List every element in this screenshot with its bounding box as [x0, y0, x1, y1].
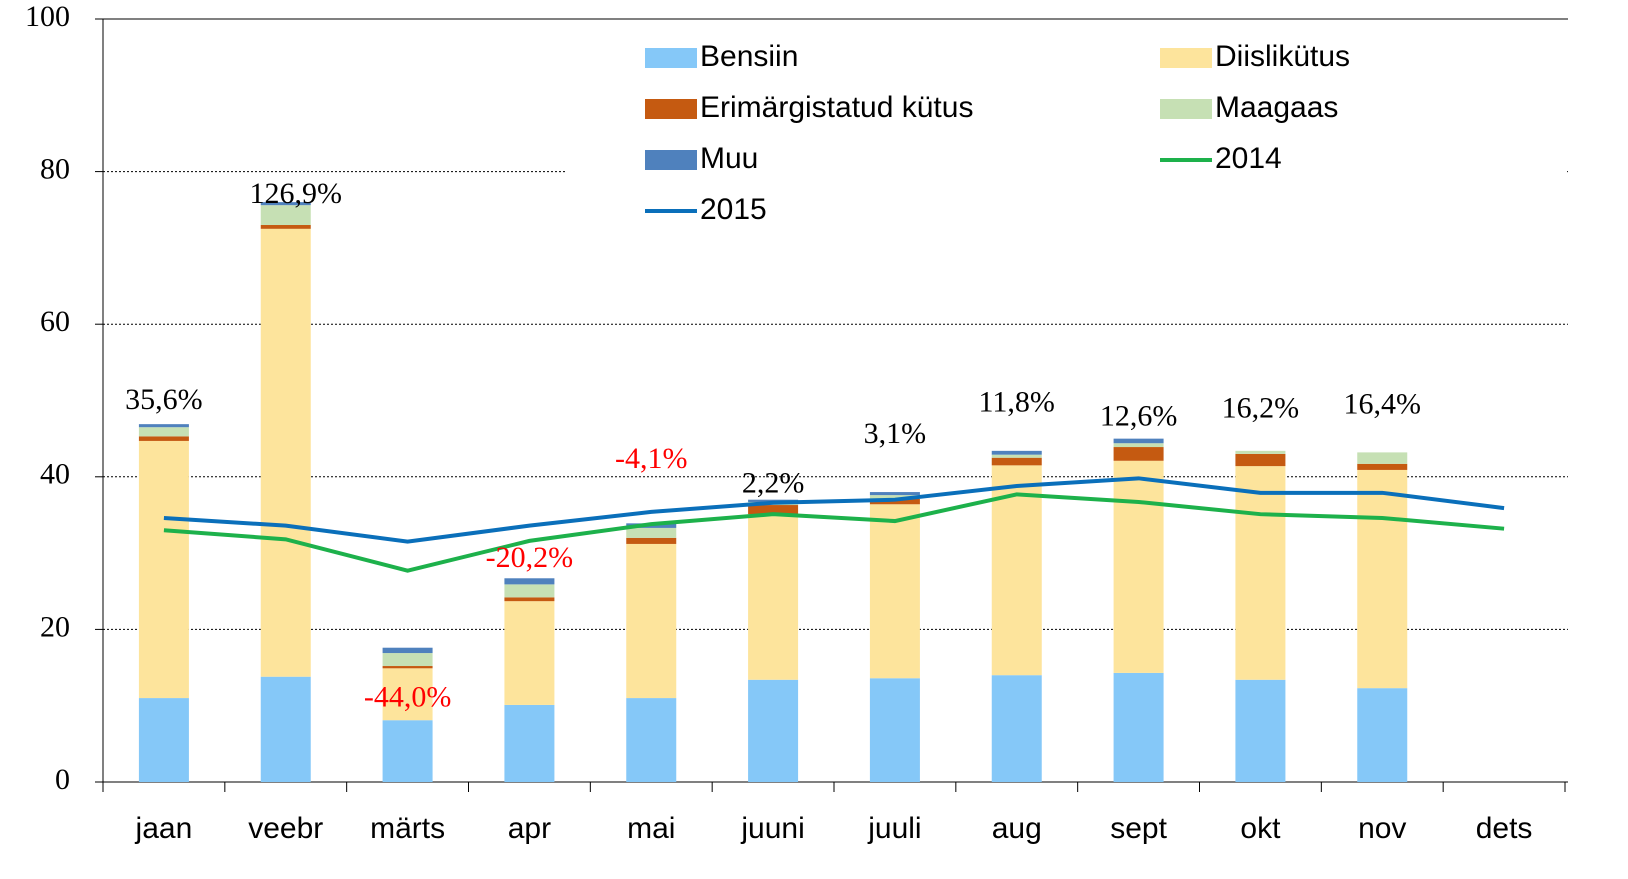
annotation: -44,0%: [364, 681, 451, 714]
bar-segment: [138, 427, 189, 437]
bar-segment: [1235, 679, 1286, 782]
bar-segment: [626, 537, 677, 544]
annotation: 11,8%: [979, 386, 1055, 419]
bar-segment: [991, 457, 1042, 466]
legend-swatch: [645, 150, 697, 170]
bar-segment: [138, 440, 189, 699]
bar-segment: [991, 675, 1042, 782]
line-series: [163, 476, 1505, 544]
bar-segment: [382, 666, 433, 669]
line-series: [163, 492, 1505, 573]
bar-segment: [260, 225, 311, 229]
bar-segment: [748, 514, 799, 680]
bar-segment: [1235, 453, 1286, 467]
bar-segment: [1357, 469, 1408, 689]
bar-segment: [991, 454, 1042, 458]
annotation: -4,1%: [615, 442, 687, 475]
bar-segment: [1113, 460, 1164, 673]
bar-segment: [991, 450, 1042, 455]
bar-segment: [260, 676, 311, 782]
bar-segment: [869, 495, 920, 499]
bar-segment: [1113, 438, 1164, 444]
legend-swatch: [1160, 48, 1212, 68]
annotation: 126,9%: [250, 177, 343, 210]
x-tick-label: märts: [370, 812, 445, 845]
bar-segment: [626, 543, 677, 699]
annotation: 35,6%: [125, 383, 203, 416]
y-tick-label: 0: [55, 763, 70, 796]
bar-segment: [382, 647, 433, 654]
bar-segment: [138, 436, 189, 441]
x-tick-label: juuli: [867, 812, 921, 845]
x-tick-label: juuni: [740, 812, 804, 845]
bar-segment: [260, 202, 311, 206]
legend-swatch: [1160, 99, 1212, 119]
bar-segment: [138, 698, 189, 782]
x-tick-label: veebr: [248, 812, 323, 845]
bar-segment: [138, 424, 189, 428]
bar-segment: [1357, 463, 1408, 470]
bar-segment: [504, 704, 555, 782]
y-tick-label: 40: [40, 458, 70, 491]
y-tick-label: 100: [25, 0, 70, 33]
bar-segment: [1357, 452, 1408, 464]
x-tick-label: jaan: [135, 812, 193, 845]
bar-segment: [382, 720, 433, 782]
bar-segment: [869, 678, 920, 782]
bar-segment: [1113, 443, 1164, 448]
legend-swatch: [645, 48, 697, 68]
legend-label: 2015: [700, 193, 767, 226]
x-tick-label: aug: [992, 812, 1042, 845]
bar-segment: [504, 584, 555, 598]
bar-segment: [748, 679, 799, 782]
bar-segment: [1235, 450, 1286, 454]
legend-label: 2014: [1215, 142, 1282, 175]
bar-segment: [869, 492, 920, 496]
bar-segment: [748, 505, 799, 515]
annotation: 3,1%: [864, 417, 927, 450]
legend-label: Muu: [700, 142, 758, 175]
bar-segment: [504, 578, 555, 585]
bar-segment: [1113, 447, 1164, 461]
x-tick-label: dets: [1476, 812, 1533, 845]
bar-segment: [1113, 672, 1164, 782]
y-tick-label: 60: [40, 305, 70, 338]
annotation: 16,4%: [1344, 387, 1422, 420]
annotation: 2,2%: [742, 467, 805, 500]
annotation: -20,2%: [486, 541, 573, 574]
bar-segment: [504, 601, 555, 705]
x-tick-label: mai: [627, 812, 675, 845]
bar-segment: [869, 504, 920, 679]
bar-segment: [382, 668, 433, 721]
legend-label: Diislikütus: [1215, 40, 1350, 73]
bar-segment: [991, 465, 1042, 676]
bar-segment: [260, 205, 311, 226]
bar-segment: [504, 597, 555, 602]
legend-label: Erimärgistatud kütus: [700, 91, 973, 124]
bar-segment: [260, 228, 311, 677]
x-tick-label: apr: [508, 812, 551, 845]
bar-segment: [626, 527, 677, 538]
bar-segment: [1235, 466, 1286, 680]
bar-segment: [382, 653, 433, 667]
annotation: 12,6%: [1100, 400, 1178, 433]
legend-label: Maagaas: [1215, 91, 1338, 124]
x-tick-label: nov: [1358, 812, 1406, 845]
bar-segment: [626, 698, 677, 782]
y-tick-label: 20: [40, 610, 70, 643]
bar-segment: [1357, 688, 1408, 782]
legend-label: Bensiin: [700, 40, 798, 73]
y-tick-label: 80: [40, 152, 70, 185]
legend-swatch: [645, 99, 697, 119]
x-tick-label: sept: [1110, 812, 1167, 845]
x-tick-label: okt: [1240, 812, 1281, 845]
legend-bg: [565, 25, 1565, 240]
annotation: 16,2%: [1222, 392, 1300, 425]
